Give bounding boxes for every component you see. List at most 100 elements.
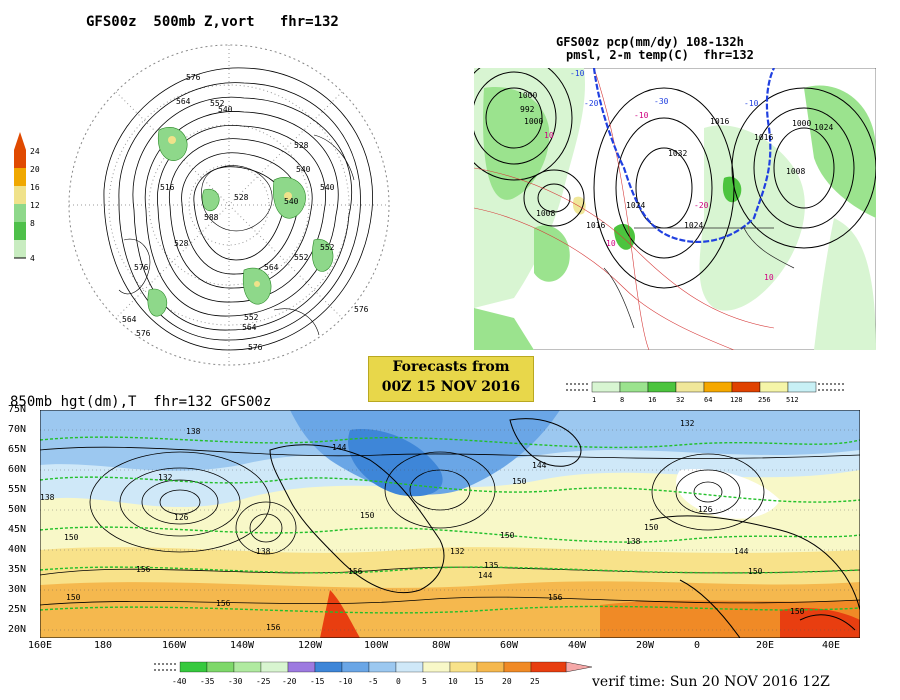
lon-axis: 160E 180 160W 140W 120W 100W 80W 60W 40W… (28, 640, 868, 654)
colorbar-label: 24 (30, 147, 40, 156)
panel-pcp-title-line2: pmsl, 2-m temp(C) fhr=132 (566, 48, 754, 62)
isotherms-850 (40, 436, 860, 614)
colorbar-label: 20 (502, 677, 512, 686)
colorbar-label: -20 (282, 677, 297, 686)
height-label: 156 (548, 593, 563, 602)
colorbar-label: 256 (758, 396, 771, 404)
contour-label: 528 (294, 141, 309, 150)
temp-colorbar-labels: -40 -35 -30 -25 -20 -15 -10 -5 0 5 10 15… (172, 677, 540, 686)
temp-labels: -10 -20 -30 -10 (570, 69, 759, 108)
lat-label: 30N (8, 584, 27, 595)
height-label: 150 (644, 523, 659, 532)
lat-lon-grid (40, 429, 860, 631)
lon-label: 160W (162, 640, 187, 651)
temp-label: 10 (544, 131, 554, 140)
colorbar-seg (14, 150, 26, 168)
temp-colorbar: -40 -35 -30 -25 -20 -15 -10 -5 0 5 10 15… (154, 661, 593, 686)
colorbar-arrow (14, 132, 26, 150)
contour-label: 564 (122, 315, 137, 324)
colorbar-label: -15 (310, 677, 325, 686)
isobar-label: 1016 (586, 221, 605, 230)
lon-label: 20W (636, 640, 655, 651)
isobar-label: 1008 (786, 167, 805, 176)
height-label: 150 (790, 607, 805, 616)
temp-label: -10 (634, 111, 649, 120)
lon-label: 120W (298, 640, 323, 651)
contour-labels: 576 564 552 540 516 528 528 540 552 564 … (122, 73, 369, 352)
height-label: 138 (186, 427, 201, 436)
height-label: 144 (478, 571, 493, 580)
isobar-labels: 1000 992 1000 1008 1016 1024 1032 1024 1… (518, 91, 833, 230)
temp-label: -10 (570, 69, 585, 78)
contour-label: 528 (234, 193, 249, 202)
height-label: 150 (64, 533, 79, 542)
colorbar-label: 15 (474, 677, 484, 686)
temp-label: -30 (654, 97, 669, 106)
colorbar-label: 8 (620, 396, 624, 404)
colorbar-label: 4 (30, 254, 35, 263)
contour-label: 552 (320, 243, 335, 252)
height-label: 132 (450, 547, 465, 556)
lat-label: 55N (8, 484, 27, 495)
temp-colorbar-end (154, 663, 178, 671)
isobar-label: 1000 (792, 119, 811, 128)
borders (603, 227, 795, 329)
height-contours (103, 67, 373, 351)
freezing-line (592, 68, 775, 243)
lon-label: 140W (230, 640, 255, 651)
height-label: 138 (40, 493, 55, 502)
isobar-label: 1032 (668, 149, 687, 158)
colorbar-label: -25 (256, 677, 271, 686)
height-label: 132 (680, 419, 695, 428)
contour-label: 576 (186, 73, 201, 82)
colorbar-label: 16 (648, 396, 656, 404)
contour-label: 528 (174, 239, 189, 248)
isobar-label: 1000 (518, 91, 537, 100)
forecast-info-box: Forecasts from 00Z 15 NOV 2016 (368, 356, 534, 402)
contour-label: 516 (160, 183, 175, 192)
height-labels-850: 138 144 144 132 132 126 138 150 156 150 … (40, 419, 805, 632)
lon-label: 40E (822, 640, 841, 651)
isobar-label: 1008 (536, 209, 555, 218)
contour-label: 540 (284, 197, 299, 206)
panel-850mb-title: 850mb hgt(dm),T fhr=132 GFS00z (10, 394, 272, 410)
height-label: 156 (216, 599, 231, 608)
colorbar-seg (14, 204, 26, 222)
isobars (474, 68, 876, 289)
lon-label: 40W (568, 640, 587, 651)
colorbar-seg (14, 168, 26, 186)
lon-label: 20E (756, 640, 775, 651)
height-label: 150 (500, 531, 515, 540)
colorbar-label: -30 (228, 677, 243, 686)
isobar-label: 1024 (814, 123, 833, 132)
lat-label: 75N (8, 404, 27, 415)
lat-axis: 75N 70N 65N 60N 55N 50N 45N 40N 35N 30N … (8, 404, 38, 640)
isotherms (474, 68, 775, 350)
colorbar-label: 16 (30, 183, 40, 192)
contour-label: 540 (218, 105, 233, 114)
temp-colorbar-segments (179, 661, 567, 673)
height-label: 126 (174, 513, 189, 522)
temp-label: -20 (694, 201, 709, 210)
lon-label: 160E (28, 640, 53, 651)
colorbar-label: 25 (530, 677, 540, 686)
isobar-label: 1000 (524, 117, 543, 126)
pcp-map: 1000 992 1000 1008 1016 1024 1032 1024 1… (474, 68, 876, 350)
panel-500mb-colorbar: 24 20 16 12 8 4 (14, 128, 50, 268)
height-label: 132 (158, 473, 173, 482)
lat-label: 35N (8, 564, 27, 575)
height-label: 150 (66, 593, 81, 602)
precip-shading (474, 68, 876, 350)
contour-label: 576 (248, 343, 263, 352)
contour-label: 588 (204, 213, 219, 222)
lat-label: 40N (8, 544, 27, 555)
lon-label: 80W (432, 640, 451, 651)
contour-label: 564 (242, 323, 257, 332)
pcp-colorbar-segments (591, 381, 817, 393)
lat-label: 25N (8, 604, 27, 615)
lon-label: 100W (364, 640, 389, 651)
lat-label: 60N (8, 464, 27, 475)
temp-label: -20 (584, 99, 599, 108)
contour-label: 540 (320, 183, 335, 192)
contour-label: 540 (296, 165, 311, 174)
